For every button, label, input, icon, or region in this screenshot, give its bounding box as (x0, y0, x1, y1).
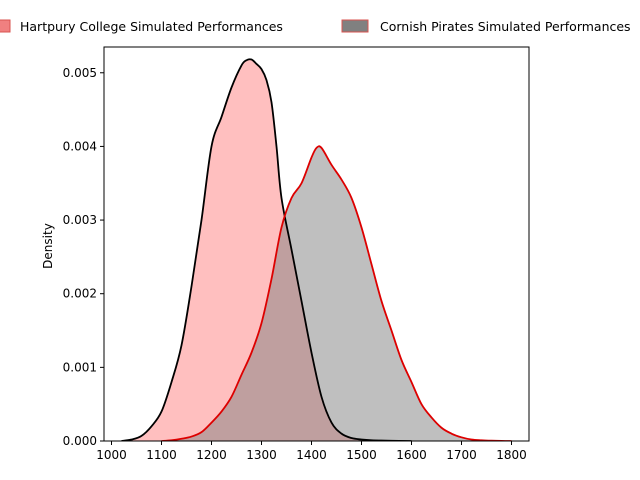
legend-label-hartpury: Hartpury College Simulated Performances (20, 19, 283, 34)
y-tick-label: 0.004 (63, 139, 97, 153)
x-tick-label: 1600 (396, 448, 427, 462)
x-tick-label: 1700 (446, 448, 477, 462)
x-tick-label: 1400 (296, 448, 327, 462)
y-tick-label: 0.002 (63, 287, 97, 301)
legend-label-cornish: Cornish Pirates Simulated Performances (380, 19, 631, 34)
x-axis: 1000 1100 1200 1300 1400 1500 1600 1700 1800 (96, 441, 527, 462)
y-tick-label: 0.000 (63, 434, 97, 448)
legend-swatch-cornish (341, 19, 369, 33)
y-tick-label: 0.001 (63, 360, 97, 374)
plot-frame (103, 46, 530, 442)
legend: Hartpury College Simulated Performances … (0, 19, 631, 34)
series-layer (121, 58, 512, 441)
density-line-series-1 (161, 145, 512, 441)
density-fill-series-1 (161, 146, 512, 441)
legend-entry-hartpury: Hartpury College Simulated Performances (0, 19, 283, 34)
y-axis: 0.000 0.001 0.002 0.003 0.004 0.005 (63, 66, 104, 448)
legend-entry-cornish: Cornish Pirates Simulated Performances (341, 19, 631, 34)
x-tick-label: 1300 (246, 448, 277, 462)
x-tick-label: 1800 (496, 448, 527, 462)
y-axis-label: Density (41, 223, 55, 269)
x-tick-label: 1000 (96, 448, 127, 462)
density-fill-series-0 (121, 59, 412, 441)
x-tick-label: 1100 (146, 448, 177, 462)
density-line-series-0 (121, 58, 412, 441)
x-tick-label: 1200 (196, 448, 227, 462)
y-tick-label: 0.005 (63, 66, 97, 80)
y-tick-label: 0.003 (63, 213, 97, 227)
legend-swatch-hartpury (0, 19, 11, 33)
x-tick-label: 1500 (346, 448, 377, 462)
